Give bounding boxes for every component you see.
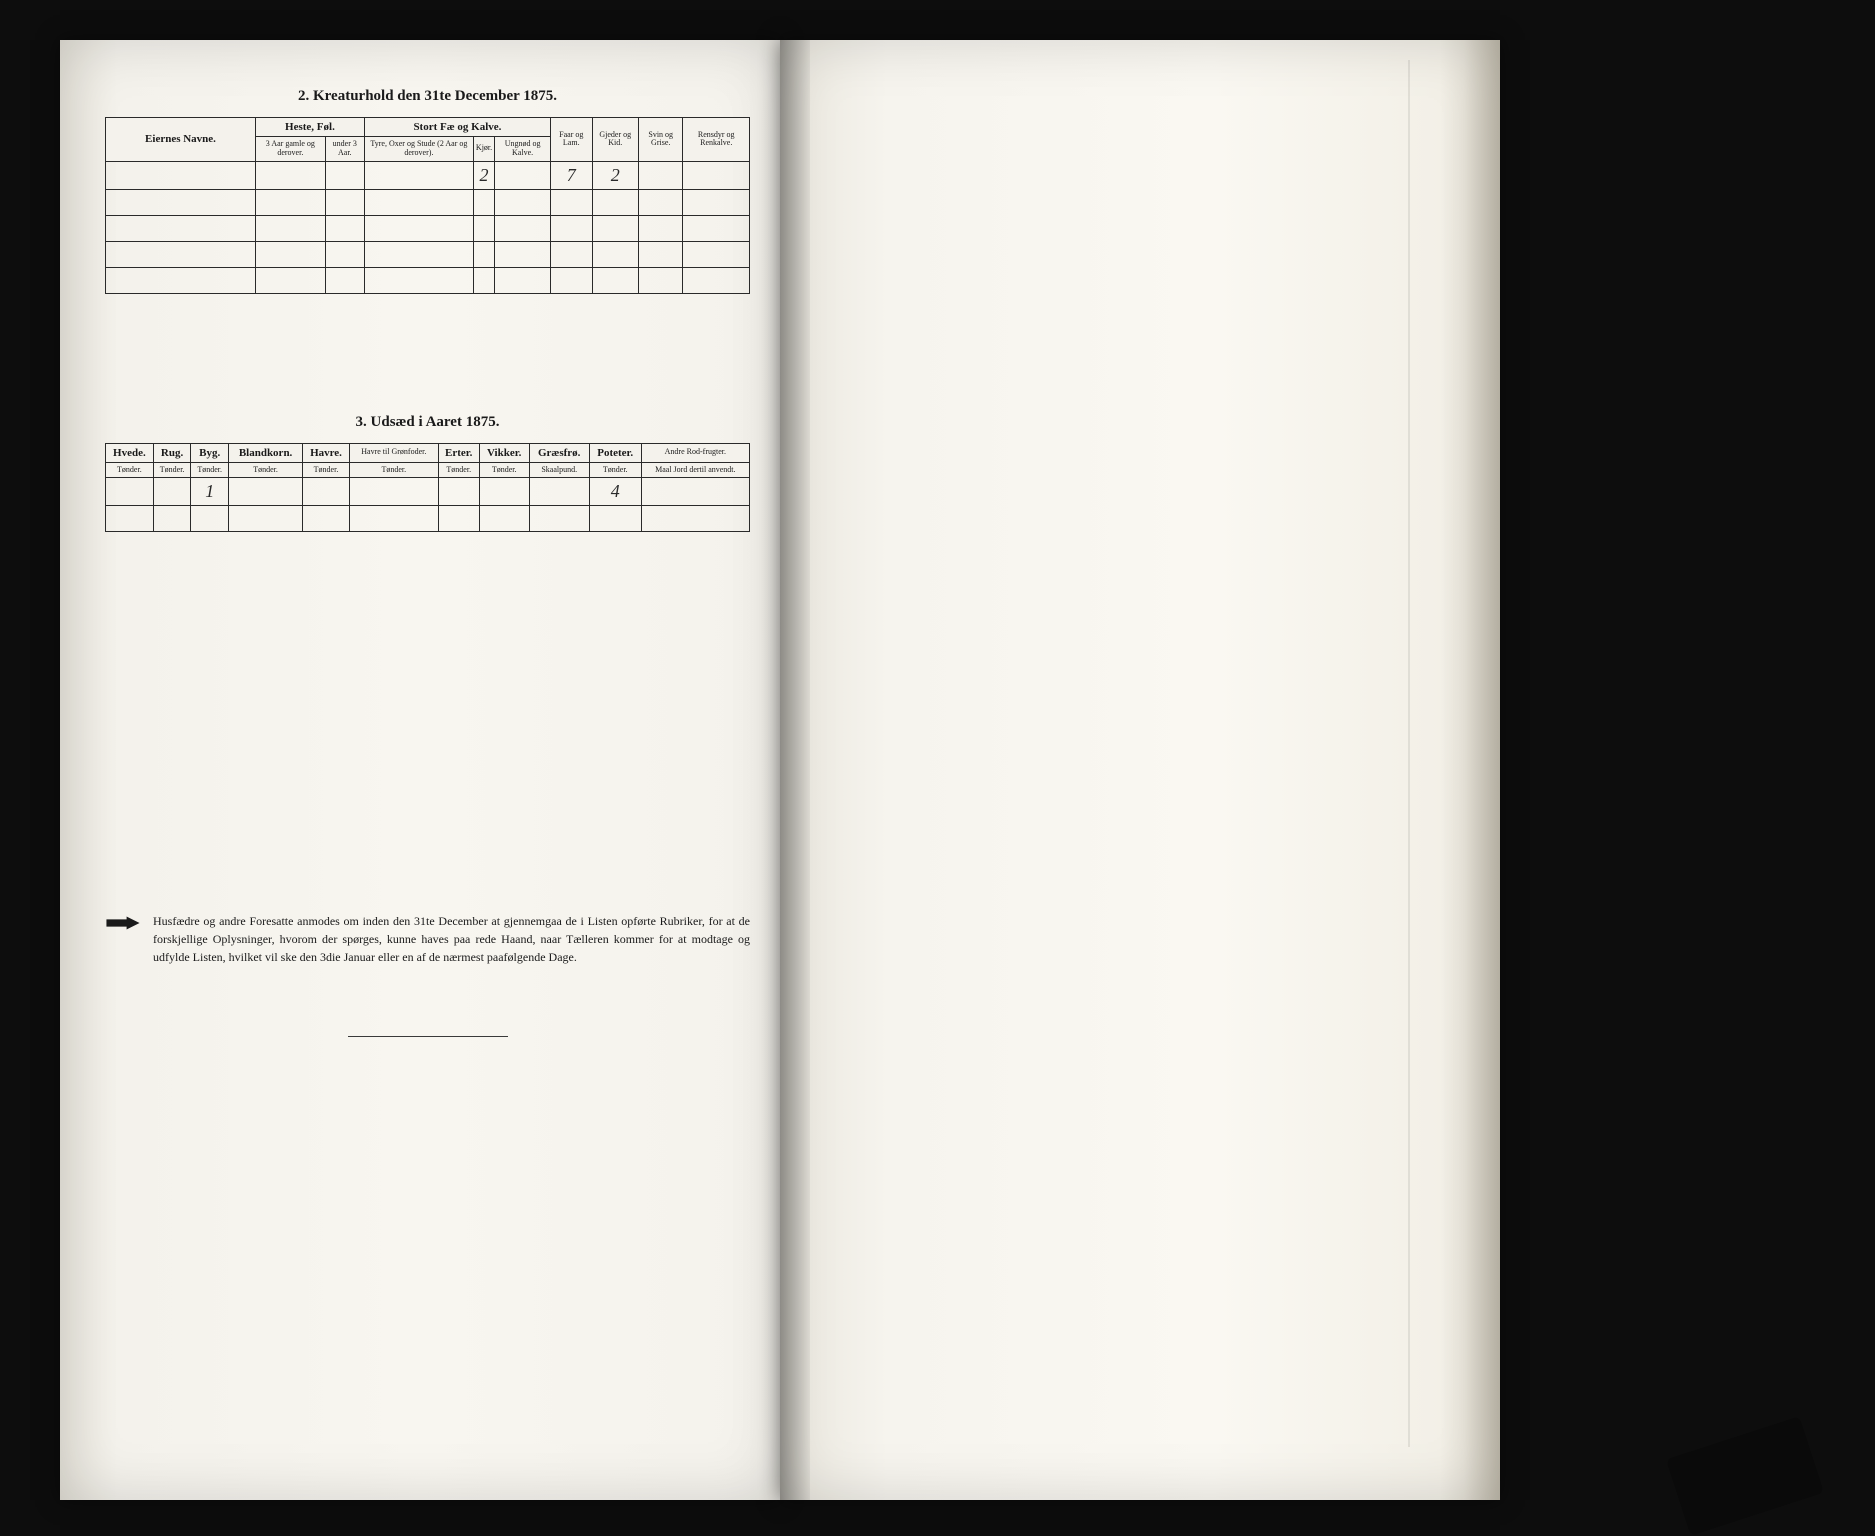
- table-row: [106, 189, 750, 215]
- cell: [529, 478, 589, 506]
- col-heste-group: Heste, Føl.: [256, 118, 365, 137]
- col-stort-group: Stort Fæ og Kalve.: [364, 118, 550, 137]
- page-crease: [1408, 60, 1410, 1447]
- unit: Tønder.: [589, 462, 641, 478]
- table-row: [106, 267, 750, 293]
- cell: [229, 478, 303, 506]
- binder-clip: [1666, 1416, 1824, 1535]
- cell: [106, 478, 154, 506]
- book-spine-shadow: [780, 40, 810, 1500]
- cell: [325, 161, 364, 189]
- cell: [349, 478, 438, 506]
- col-faar: Faar og Lam.: [551, 118, 593, 162]
- col-stort-a: Tyre, Oxer og Stude (2 Aar og derover).: [364, 137, 473, 162]
- unit: Maal Jord dertil anvendt.: [641, 462, 749, 478]
- col-heste-a: 3 Aar gamle og derover.: [256, 137, 326, 162]
- book-spread: 2. Kreaturhold den 31te December 1875. E…: [0, 0, 1875, 1536]
- col-gjeder: Gjeder og Kid.: [592, 118, 638, 162]
- table-row: 1 4: [106, 478, 750, 506]
- divider: [348, 1036, 508, 1037]
- left-page: 2. Kreaturhold den 31te December 1875. E…: [60, 40, 780, 1500]
- section3-title: 3. Udsæd i Aaret 1875.: [105, 414, 750, 431]
- unit: Tønder.: [191, 462, 229, 478]
- cell: [683, 161, 750, 189]
- pointing-hand-icon: [105, 912, 141, 934]
- col-havre: Havre.: [303, 443, 350, 462]
- cell: [495, 161, 551, 189]
- col-stort-b: Kjør.: [473, 137, 494, 162]
- unit: Tønder.: [349, 462, 438, 478]
- table-row: [106, 506, 750, 532]
- unit: Tønder.: [106, 462, 154, 478]
- cell: 4: [589, 478, 641, 506]
- cell: [256, 161, 326, 189]
- col-poteter: Poteter.: [589, 443, 641, 462]
- livestock-table: Eiernes Navne. Heste, Føl. Stort Fæ og K…: [105, 117, 750, 294]
- table-row: [106, 215, 750, 241]
- livestock-tbody: 2 7 2: [106, 161, 750, 293]
- page-edge-shadow: [1440, 40, 1500, 1500]
- col-byg: Byg.: [191, 443, 229, 462]
- col-heste-b: under 3 Aar.: [325, 137, 364, 162]
- col-blandkorn: Blandkorn.: [229, 443, 303, 462]
- cell: [303, 478, 350, 506]
- col-erter: Erter.: [438, 443, 479, 462]
- cell: 1: [191, 478, 229, 506]
- col-vikker: Vikker.: [479, 443, 529, 462]
- right-page: [780, 40, 1500, 1500]
- col-havre-gron: Havre til Grønfoder.: [349, 443, 438, 462]
- cell: 7: [551, 161, 593, 189]
- cell: [638, 161, 683, 189]
- col-rensdyr: Rensdyr og Renkalve.: [683, 118, 750, 162]
- unit: Tønder.: [438, 462, 479, 478]
- col-stort-c: Ungnød og Kalve.: [495, 137, 551, 162]
- sowing-table: Hvede. Rug. Byg. Blandkorn. Havre. Havre…: [105, 443, 750, 533]
- col-svin: Svin og Grise.: [638, 118, 683, 162]
- unit: Tønder.: [229, 462, 303, 478]
- unit: Tønder.: [479, 462, 529, 478]
- cell: [641, 478, 749, 506]
- table-row: [106, 241, 750, 267]
- col-eiernes: Eiernes Navne.: [106, 118, 256, 162]
- cell: [106, 161, 256, 189]
- cell: [364, 161, 473, 189]
- cell: [438, 478, 479, 506]
- table-row: 2 7 2: [106, 161, 750, 189]
- unit: Tønder.: [303, 462, 350, 478]
- footer-note: Husfædre og andre Foresatte anmodes om i…: [105, 912, 750, 966]
- col-graesfro: Græsfrø.: [529, 443, 589, 462]
- col-andre: Andre Rod-frugter.: [641, 443, 749, 462]
- footer-text: Husfædre og andre Foresatte anmodes om i…: [153, 912, 750, 966]
- unit: Tønder.: [153, 462, 191, 478]
- col-rug: Rug.: [153, 443, 191, 462]
- unit: Skaalpund.: [529, 462, 589, 478]
- cell: 2: [592, 161, 638, 189]
- col-hvede: Hvede.: [106, 443, 154, 462]
- cell: [479, 478, 529, 506]
- section2-title: 2. Kreaturhold den 31te December 1875.: [105, 88, 750, 105]
- cell: 2: [473, 161, 494, 189]
- cell: [153, 478, 191, 506]
